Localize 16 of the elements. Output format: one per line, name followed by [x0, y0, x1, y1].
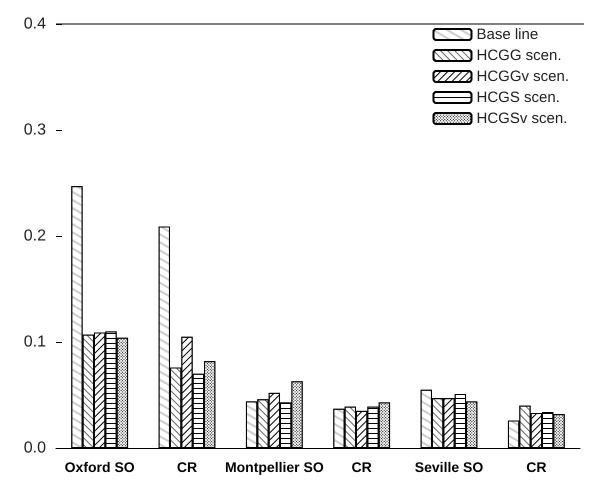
x-tick-label: Montpellier SO: [224, 459, 324, 475]
y-tick-label: 0.2: [24, 228, 46, 244]
legend-label: HCGGv scen.: [476, 68, 570, 85]
x-tick-label: Oxford SO: [64, 459, 135, 475]
legend-label: HCGS scen.: [476, 89, 560, 106]
y-tick-label: 0.1: [24, 334, 46, 350]
x-tick-label: CR: [352, 459, 372, 475]
x-tick-label: CR: [526, 459, 546, 475]
legend-label: HCGSv scen.: [476, 110, 568, 127]
x-tick-label: CR: [176, 459, 198, 475]
legend-label: HCGG scen.: [476, 47, 562, 64]
legend-label: Base line: [476, 26, 538, 43]
y-tick-label: 0.4: [24, 16, 46, 32]
y-tick-label: 0.0: [24, 440, 46, 456]
x-tick-label: Seville SO: [414, 459, 484, 475]
y-tick-label: 0.3: [24, 122, 46, 138]
